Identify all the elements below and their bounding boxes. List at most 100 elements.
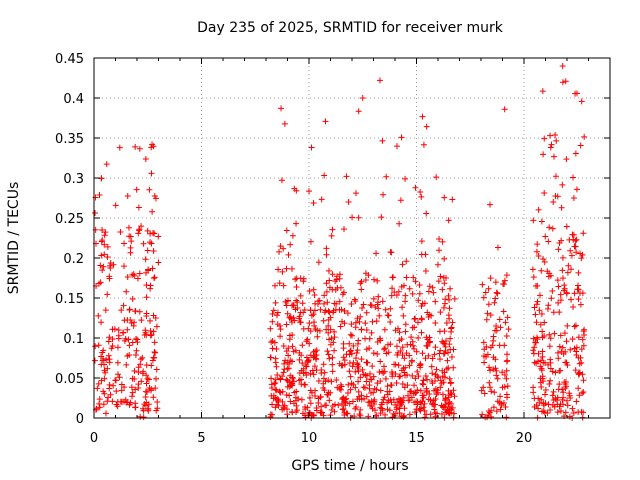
data-point [136, 226, 143, 233]
data-point [347, 331, 354, 338]
data-point [321, 172, 328, 179]
data-point [109, 398, 116, 405]
data-point [533, 248, 540, 255]
data-point [429, 355, 436, 362]
y-tick-label: 0.25 [55, 212, 84, 227]
data-point [92, 343, 99, 350]
data-point [326, 336, 333, 343]
data-point [306, 188, 313, 195]
data-point [298, 396, 305, 403]
x-tick-label: 20 [516, 431, 533, 446]
data-point [131, 376, 138, 383]
data-point [398, 134, 405, 141]
data-point [556, 343, 563, 350]
data-point [274, 396, 281, 403]
data-point [547, 359, 554, 366]
data-point [570, 174, 577, 181]
data-point [314, 333, 321, 340]
data-point [414, 319, 421, 326]
data-point [568, 296, 575, 303]
data-point [401, 405, 408, 412]
data-point [313, 407, 320, 414]
data-point [344, 310, 351, 317]
data-point [114, 371, 121, 378]
data-point [284, 377, 291, 384]
data-point [272, 404, 279, 411]
data-point [542, 391, 549, 398]
data-point [359, 304, 366, 311]
data-point [554, 349, 561, 356]
data-point [399, 261, 406, 268]
data-point [315, 395, 322, 402]
data-point [403, 258, 410, 265]
data-point [315, 377, 322, 384]
data-point [558, 237, 565, 244]
data-point [104, 253, 111, 260]
data-point [423, 123, 430, 130]
data-point [277, 389, 284, 396]
data-point [351, 296, 358, 303]
data-point [433, 366, 440, 373]
data-point [486, 379, 493, 386]
data-point [273, 346, 280, 353]
data-point [321, 387, 328, 394]
data-point [447, 380, 454, 387]
data-point [381, 326, 388, 333]
data-point [356, 411, 363, 418]
data-point [439, 286, 446, 293]
data-point [143, 331, 150, 338]
data-point [580, 388, 587, 395]
data-point [130, 322, 137, 329]
data-point [418, 238, 425, 245]
data-point [140, 240, 147, 247]
data-point [402, 328, 409, 335]
data-point [483, 316, 490, 323]
data-point [370, 373, 377, 380]
data-point [401, 384, 408, 391]
data-point [538, 311, 545, 318]
data-point [487, 367, 494, 374]
data-point [401, 355, 408, 362]
data-point [153, 366, 160, 373]
data-point [529, 266, 536, 273]
data-point [437, 347, 444, 354]
data-point [303, 354, 310, 361]
data-point [146, 186, 153, 193]
data-point [103, 357, 110, 364]
data-point [318, 370, 325, 377]
data-point [552, 369, 559, 376]
data-point [559, 267, 566, 274]
data-point [323, 326, 330, 333]
data-point [379, 298, 386, 305]
data-point [497, 393, 504, 400]
data-point [142, 394, 149, 401]
data-point [402, 175, 409, 182]
data-point [145, 401, 152, 408]
data-point [276, 248, 283, 255]
data-point [114, 403, 121, 410]
data-point [419, 380, 426, 387]
data-point [577, 142, 584, 149]
data-point [541, 190, 548, 197]
data-point [442, 296, 449, 303]
data-point [402, 298, 409, 305]
data-point [568, 252, 575, 259]
data-point [348, 321, 355, 328]
data-point [139, 370, 146, 377]
data-point [431, 406, 438, 413]
data-point [492, 356, 499, 363]
data-point [367, 402, 374, 409]
data-point [97, 262, 104, 269]
data-point [290, 375, 297, 382]
data-point [297, 319, 304, 326]
data-point [103, 161, 110, 168]
data-point [479, 411, 486, 418]
data-point [342, 399, 349, 406]
data-point [329, 361, 336, 368]
data-point [437, 384, 444, 391]
data-point [382, 375, 389, 382]
data-point [425, 396, 432, 403]
data-point [562, 78, 569, 85]
data-point [124, 352, 131, 359]
data-point [550, 388, 557, 395]
